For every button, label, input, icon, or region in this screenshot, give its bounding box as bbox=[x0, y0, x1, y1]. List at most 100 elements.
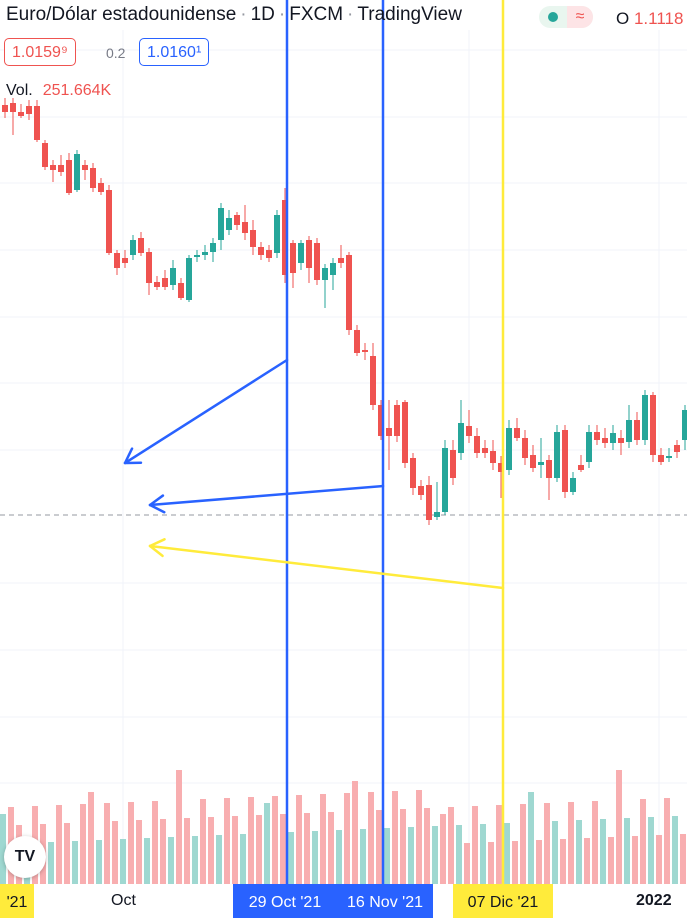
volume-bar bbox=[216, 835, 222, 884]
candle-body bbox=[490, 451, 496, 463]
volume-bar bbox=[272, 796, 278, 884]
brand-label: TradingView bbox=[357, 4, 462, 25]
candle-body bbox=[218, 208, 224, 240]
separator: · bbox=[240, 4, 247, 25]
buy-button[interactable]: 1.0160¹ bbox=[139, 38, 210, 66]
candle-body bbox=[90, 168, 96, 188]
volume-bar bbox=[96, 840, 102, 884]
volume-bar bbox=[112, 821, 118, 884]
candle-body bbox=[194, 255, 200, 257]
time-label-oct: Oct bbox=[111, 892, 136, 909]
candle-body bbox=[674, 445, 680, 452]
volume-bar bbox=[144, 838, 150, 884]
candle-body bbox=[498, 463, 504, 472]
candle-body bbox=[210, 243, 216, 252]
tradingview-logo[interactable]: TV bbox=[4, 836, 46, 878]
volume-bar bbox=[528, 792, 534, 884]
volume-bar bbox=[504, 823, 510, 884]
candle-body bbox=[546, 460, 552, 478]
volume-bar bbox=[328, 812, 334, 884]
candle-body bbox=[226, 218, 232, 230]
volume-bar bbox=[320, 794, 326, 884]
candle-body bbox=[666, 456, 672, 458]
candle-body bbox=[570, 478, 576, 492]
candle-body bbox=[82, 165, 88, 170]
volume-bar bbox=[400, 809, 406, 884]
volume-bar bbox=[64, 823, 70, 884]
volume-bar bbox=[664, 798, 670, 884]
candle-body bbox=[602, 438, 608, 443]
candle-body bbox=[354, 330, 360, 353]
candle-body bbox=[258, 247, 264, 255]
volume-bar bbox=[192, 836, 198, 884]
volume-bar bbox=[160, 819, 166, 884]
volume-value: 251.664K bbox=[42, 82, 112, 99]
volume-label: Vol. bbox=[6, 82, 33, 99]
volume-bar bbox=[536, 840, 542, 884]
volume-legend: Vol. 251.664K bbox=[6, 82, 111, 100]
volume-bar bbox=[264, 803, 270, 884]
candle-body bbox=[266, 250, 272, 258]
volume-bar bbox=[640, 799, 646, 884]
candle-body bbox=[450, 450, 456, 478]
candle-body bbox=[18, 112, 24, 116]
ohlc-readout: O 1.1118 bbox=[616, 9, 683, 29]
candle-body bbox=[658, 455, 664, 462]
volume-bar bbox=[656, 835, 662, 884]
candle-body bbox=[66, 160, 72, 193]
volume-bar bbox=[248, 797, 254, 884]
candle-body bbox=[146, 252, 152, 283]
candle-body bbox=[74, 154, 80, 190]
candle-body bbox=[242, 222, 248, 233]
volume-bar bbox=[424, 808, 430, 884]
volume-bar bbox=[120, 839, 126, 884]
volume-bar bbox=[560, 839, 566, 884]
candle-body bbox=[394, 405, 400, 436]
candle-body bbox=[514, 428, 520, 438]
separator: · bbox=[347, 4, 354, 25]
candle-body bbox=[418, 486, 424, 495]
volume-bar bbox=[224, 798, 230, 884]
arrow-yellow-head bbox=[148, 538, 166, 548]
candle-body bbox=[250, 230, 256, 247]
time-label-2022: 2022 bbox=[636, 892, 672, 909]
volume-bar bbox=[616, 770, 622, 884]
ohlc-label: O bbox=[616, 9, 630, 28]
volume-bar bbox=[128, 802, 134, 884]
volume-bar bbox=[648, 817, 654, 884]
symbol-name[interactable]: Euro/Dólar estadounidense bbox=[6, 4, 237, 25]
volume-bar bbox=[520, 804, 526, 884]
candle-body bbox=[26, 106, 32, 114]
candle-body bbox=[434, 512, 440, 517]
volume-bar bbox=[360, 829, 366, 884]
volume-bar bbox=[408, 827, 414, 884]
volume-bar bbox=[168, 837, 174, 884]
time-axis[interactable]: '21 Oct 29 Oct '21 16 Nov '21 07 Dic '21… bbox=[0, 884, 687, 922]
volume-bar bbox=[240, 834, 246, 884]
volume-bar bbox=[480, 824, 486, 884]
spread-value: 0.2 bbox=[106, 45, 126, 61]
market-status-badge[interactable]: ≈ bbox=[539, 6, 593, 28]
candle-body bbox=[10, 103, 16, 112]
candle-body bbox=[306, 240, 312, 268]
volume-bar bbox=[680, 834, 686, 884]
volume-bar bbox=[592, 801, 598, 884]
volume-bar bbox=[56, 805, 62, 884]
volume-bar bbox=[88, 792, 94, 884]
volume-bar bbox=[296, 795, 302, 884]
candle-body bbox=[610, 433, 616, 443]
candle-body bbox=[50, 165, 56, 170]
volume-bar bbox=[456, 825, 462, 884]
sell-button[interactable]: 1.0159⁹ bbox=[4, 38, 76, 66]
interval-label[interactable]: 1D bbox=[250, 4, 275, 25]
time-tag-29-oct: 29 Oct '21 bbox=[233, 884, 337, 918]
wave-icon: ≈ bbox=[567, 6, 593, 28]
volume-bar bbox=[544, 803, 550, 884]
candle-body bbox=[42, 143, 48, 167]
candle-body bbox=[466, 426, 472, 436]
volume-bar bbox=[0, 814, 6, 884]
volume-bar bbox=[48, 842, 54, 884]
volume-bar bbox=[80, 804, 86, 884]
candle-body bbox=[170, 268, 176, 285]
